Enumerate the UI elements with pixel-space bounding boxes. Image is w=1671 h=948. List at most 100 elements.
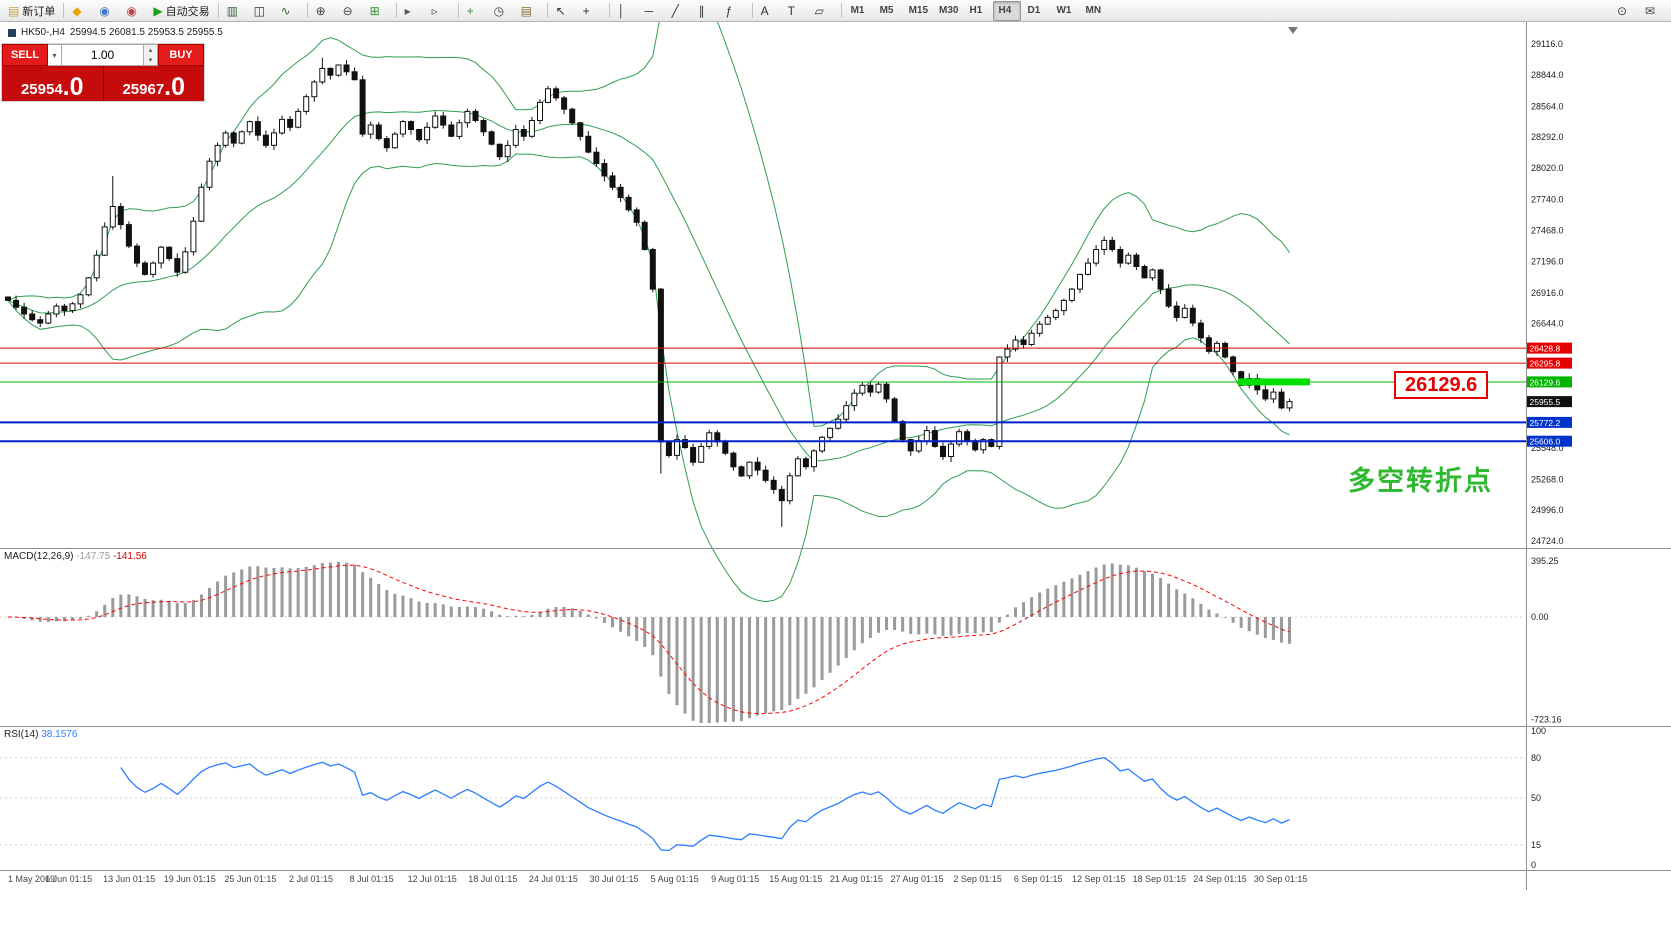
buy-price-pips: .0 [164,72,186,101]
indicators-button[interactable]: + [463,1,489,21]
auto-scroll-button[interactable]: ▸ [401,1,427,21]
favorites-icon-icon: ◆ [72,3,82,18]
svg-text:25955.5: 25955.5 [1530,397,1561,407]
tile-windows-button[interactable]: ⊞ [366,1,392,21]
toolbar-separator [751,3,753,18]
cursor-button[interactable]: ↖ [552,1,578,21]
svg-text:19 Jun 01:15: 19 Jun 01:15 [164,874,216,884]
toolbar-separator [546,3,548,18]
svg-text:395.25: 395.25 [1531,556,1559,566]
svg-text:0.00: 0.00 [1531,612,1549,622]
tf-w1-button[interactable]: W1 [1056,5,1072,16]
svg-text:9 Aug 01:15: 9 Aug 01:15 [711,874,759,884]
volume-down-icon[interactable]: ▾ [148,56,153,64]
svg-text:100: 100 [1531,726,1546,736]
volume-input[interactable] [62,44,144,66]
auto-scroll-icon: ▸ [404,3,411,18]
volume-up-icon[interactable]: ▴ [148,46,153,54]
line-chart-icon: ∿ [280,3,291,18]
templates-button[interactable]: ▤ [517,1,543,21]
search-button[interactable]: ⊙ [1613,1,1639,21]
market-watch-button[interactable]: ◉ [95,1,121,21]
tf-h1-button[interactable]: H1 [969,5,983,16]
svg-text:27468.0: 27468.0 [1531,225,1564,235]
text-icon: A [760,3,769,18]
svg-text:1 May 2019: 1 May 2019 [8,874,55,884]
zoom-out-button[interactable]: ⊖ [339,1,365,21]
shapes-button[interactable]: ▱ [811,1,837,21]
tf-mn-button[interactable]: MN [1085,5,1102,16]
ohlc-text: 25994.5 26081.5 25953.5 25955.5 [69,27,223,38]
tf-m1-button[interactable]: M1 [850,5,865,16]
volume-spinner[interactable]: ▴ ▾ [144,44,158,66]
tf-m30-button[interactable]: M30 [939,5,959,16]
toolbar-separator [306,3,308,18]
trendline-button[interactable]: ╱ [668,1,694,21]
one-click-trading-panel: SELL ▾ ▴ ▾ BUY 25954.0 25967.0 [2,44,204,101]
tf-m5-button[interactable]: M5 [879,5,894,16]
periods-button[interactable]: ◷ [490,1,516,21]
channel-button[interactable]: ∥ [695,1,721,21]
svg-text:29116.0: 29116.0 [1531,39,1563,49]
candlestick-chart-button[interactable]: ◫ [250,1,276,21]
svg-text:25268.0: 25268.0 [1531,474,1564,484]
svg-text:26295.8: 26295.8 [1530,359,1561,369]
label-button[interactable]: T [784,1,810,21]
crosshair-icon: + [582,3,590,18]
vertical-line-icon: │ [617,3,626,18]
svg-text:21 Aug 01:15: 21 Aug 01:15 [830,874,883,884]
rsi-value: 38.1576 [41,729,78,740]
svg-text:28564.0: 28564.0 [1531,101,1564,111]
macd-label: MACD(12,26,9) -147.75 -141.56 [4,551,147,562]
fibonacci-button[interactable]: ƒ [722,1,748,21]
svg-text:28020.0: 28020.0 [1531,163,1564,173]
community-button[interactable]: ◉ [122,1,148,21]
chat-icon: ✉ [1645,3,1656,18]
autotrading-button[interactable]: ▶ 自动交易 [149,1,213,21]
buy-button[interactable]: BUY [158,44,204,66]
tf-h4-button[interactable]: H4 [993,0,1022,21]
svg-text:15 Aug 01:15: 15 Aug 01:15 [769,874,822,884]
svg-text:8 Jul 01:15: 8 Jul 01:15 [350,874,394,884]
fibonacci-icon: ƒ [725,3,733,18]
chart-shift-button[interactable]: ▹ [428,1,454,21]
svg-text:13 Jun 01:15: 13 Jun 01:15 [103,874,155,884]
line-chart-button[interactable]: ∿ [277,1,303,21]
svg-text:15: 15 [1531,840,1541,850]
tf-m15-button[interactable]: M15 [908,5,929,16]
chat-button[interactable]: ✉ [1641,1,1667,21]
sell-price-pips: .0 [62,72,84,101]
new-order-icon: ▤ [8,3,20,18]
vertical-line-button[interactable]: │ [614,1,640,21]
buy-price[interactable]: 25967.0 [103,66,204,101]
symbol-icon [8,28,16,37]
price-callout[interactable]: 26129.6 [1394,371,1489,399]
svg-text:12 Sep 01:15: 12 Sep 01:15 [1072,874,1126,884]
favorites-icon-button[interactable]: ◆ [68,1,94,21]
crosshair-button[interactable]: + [579,1,605,21]
new-order-button[interactable]: ▤ 新订单 [4,1,59,21]
tf-d1-button[interactable]: D1 [1027,5,1041,16]
macd-signal-value: -141.56 [112,551,147,562]
svg-text:80: 80 [1531,753,1541,763]
zoom-in-icon: ⊕ [315,3,326,18]
toolbar-separator [217,3,219,18]
sell-button[interactable]: SELL [2,44,48,66]
sell-price[interactable]: 25954.0 [2,66,104,101]
volume-dropdown-button[interactable]: ▾ [48,44,62,66]
svg-text:18 Sep 01:15: 18 Sep 01:15 [1133,874,1187,884]
bar-chart-button[interactable]: ▥ [223,1,249,21]
svg-text:0: 0 [1531,860,1536,870]
svg-text:24 Jul 01:15: 24 Jul 01:15 [529,874,578,884]
svg-text:30 Jul 01:15: 30 Jul 01:15 [589,874,638,884]
horizontal-line-button[interactable]: ─ [641,1,667,21]
svg-text:24996.0: 24996.0 [1531,505,1564,515]
zoom-in-button[interactable]: ⊕ [312,1,338,21]
market-watch-icon: ◉ [99,3,110,18]
svg-text:2 Sep 01:15: 2 Sep 01:15 [953,874,1002,884]
search-icon: ⊙ [1617,3,1628,18]
text-button[interactable]: A [757,1,783,21]
svg-text:27740.0: 27740.0 [1531,195,1564,205]
chart-title: HK50-,H4 25994.5 26081.5 25953.5 25955.5 [8,27,223,38]
